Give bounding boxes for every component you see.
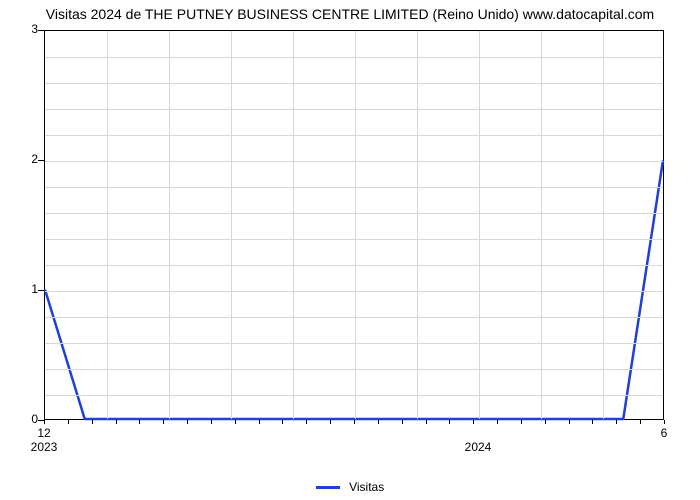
series-visitas — [45, 160, 663, 419]
hgridline — [45, 369, 663, 370]
y-tick-label: 0 — [31, 412, 38, 426]
x-tick-label: 6 — [661, 426, 668, 440]
x-minor-tick — [426, 420, 427, 424]
legend-label: Visitas — [349, 480, 384, 494]
hgridline-major — [45, 291, 663, 292]
vgridline — [479, 31, 480, 419]
hgridline — [45, 57, 663, 58]
y-tick — [38, 290, 44, 291]
x-minor-tick — [211, 420, 212, 424]
vgridline — [603, 31, 604, 419]
y-tick — [38, 30, 44, 31]
x-minor-tick — [664, 420, 665, 424]
vgridline — [169, 31, 170, 419]
x-minor-tick — [449, 420, 450, 424]
hgridline — [45, 109, 663, 110]
y-tick-label: 1 — [31, 282, 38, 296]
hgridline — [45, 265, 663, 266]
vgridline — [231, 31, 232, 419]
hgridline — [45, 213, 663, 214]
x-minor-tick — [473, 420, 474, 424]
chart-title: Visitas 2024 de THE PUTNEY BUSINESS CENT… — [0, 6, 700, 22]
x-minor-tick — [116, 420, 117, 424]
vgridline — [417, 31, 418, 419]
x-minor-tick — [640, 420, 641, 424]
x-tick-label: 12 — [37, 426, 50, 440]
plot-area — [44, 30, 664, 420]
x-minor-tick — [68, 420, 69, 424]
x-minor-tick — [44, 420, 45, 424]
x-minor-tick — [354, 420, 355, 424]
y-tick — [38, 160, 44, 161]
hgridline — [45, 343, 663, 344]
x-minor-tick — [163, 420, 164, 424]
legend-swatch — [316, 486, 340, 489]
hgridline-major — [45, 161, 663, 162]
x-minor-tick — [92, 420, 93, 424]
x-minor-tick — [306, 420, 307, 424]
hgridline — [45, 317, 663, 318]
x-minor-tick — [139, 420, 140, 424]
hgridline — [45, 187, 663, 188]
hgridline — [45, 239, 663, 240]
y-tick-label: 3 — [31, 22, 38, 36]
x-minor-tick — [282, 420, 283, 424]
x-minor-tick — [569, 420, 570, 424]
x-minor-tick — [187, 420, 188, 424]
hgridline — [45, 83, 663, 84]
x-year-label: 2023 — [31, 440, 58, 454]
x-minor-tick — [402, 420, 403, 424]
x-minor-tick — [235, 420, 236, 424]
x-minor-tick — [592, 420, 593, 424]
x-minor-tick — [330, 420, 331, 424]
x-minor-tick — [616, 420, 617, 424]
x-minor-tick — [497, 420, 498, 424]
vgridline — [355, 31, 356, 419]
y-tick-label: 2 — [31, 152, 38, 166]
vgridline — [107, 31, 108, 419]
x-minor-tick — [521, 420, 522, 424]
hgridline — [45, 395, 663, 396]
legend: Visitas — [0, 479, 700, 494]
x-year-label: 2024 — [465, 440, 492, 454]
x-minor-tick — [259, 420, 260, 424]
x-minor-tick — [378, 420, 379, 424]
data-line — [45, 31, 663, 419]
visits-line-chart: Visitas 2024 de THE PUTNEY BUSINESS CENT… — [0, 0, 700, 500]
vgridline — [541, 31, 542, 419]
vgridline — [293, 31, 294, 419]
hgridline — [45, 135, 663, 136]
x-minor-tick — [545, 420, 546, 424]
